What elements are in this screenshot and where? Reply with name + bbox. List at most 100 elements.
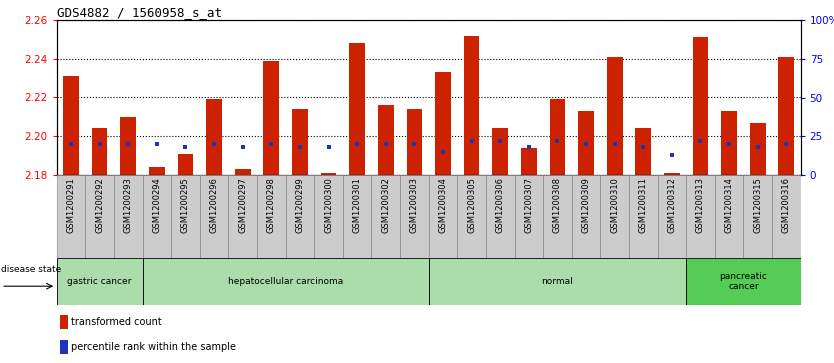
Bar [114, 175, 143, 258]
Point [694, 138, 707, 144]
Point [122, 141, 135, 147]
Bar [600, 175, 629, 258]
Text: GSM1200300: GSM1200300 [324, 178, 333, 233]
Bar [429, 258, 686, 305]
Bar [686, 258, 801, 305]
Text: GSM1200308: GSM1200308 [553, 178, 562, 233]
Text: GSM1200297: GSM1200297 [239, 178, 247, 233]
Bar [629, 175, 657, 258]
Bar [57, 258, 143, 305]
Bar [314, 175, 343, 258]
Point [178, 144, 192, 150]
Text: percentile rank within the sample: percentile rank within the sample [71, 342, 236, 352]
Bar [235, 169, 250, 175]
Bar [572, 175, 600, 258]
Bar [63, 76, 79, 175]
Bar [429, 175, 457, 258]
Text: normal: normal [541, 277, 573, 286]
Text: transformed count: transformed count [71, 317, 162, 327]
Point [666, 152, 679, 158]
Bar [435, 72, 451, 175]
Bar [550, 99, 565, 175]
Text: GSM1200294: GSM1200294 [153, 178, 161, 233]
Text: GSM1200310: GSM1200310 [610, 178, 619, 233]
Point [93, 141, 106, 147]
Bar [406, 109, 422, 175]
Bar [285, 175, 314, 258]
Text: GSM1200293: GSM1200293 [123, 178, 133, 233]
Text: GSM1200303: GSM1200303 [409, 178, 419, 233]
Bar [636, 129, 651, 175]
Text: hepatocellular carcinoma: hepatocellular carcinoma [228, 277, 344, 286]
Point [264, 141, 278, 147]
Bar [171, 175, 200, 258]
Text: GSM1200316: GSM1200316 [781, 178, 791, 233]
Text: GDS4882 / 1560958_s_at: GDS4882 / 1560958_s_at [57, 6, 222, 19]
Point [608, 141, 621, 147]
Point [150, 141, 163, 147]
Point [636, 144, 650, 150]
Point [465, 138, 478, 144]
Text: GSM1200298: GSM1200298 [267, 178, 276, 233]
Text: GSM1200314: GSM1200314 [725, 178, 734, 233]
Bar [743, 175, 772, 258]
Bar [721, 111, 737, 175]
Point [322, 144, 335, 150]
Point [722, 141, 736, 147]
Bar [578, 111, 594, 175]
Bar [692, 37, 708, 175]
Bar [486, 175, 515, 258]
Bar [492, 129, 508, 175]
Bar [349, 43, 365, 175]
Text: GSM1200299: GSM1200299 [295, 178, 304, 233]
Bar [85, 175, 114, 258]
Bar [521, 148, 537, 175]
Text: pancreatic
cancer: pancreatic cancer [720, 272, 767, 291]
Bar [778, 57, 794, 175]
Text: GSM1200313: GSM1200313 [696, 178, 705, 233]
Bar [607, 57, 622, 175]
Bar [343, 175, 371, 258]
Text: GSM1200301: GSM1200301 [353, 178, 362, 233]
Bar [60, 315, 68, 329]
Point [580, 141, 593, 147]
Text: GSM1200291: GSM1200291 [67, 178, 76, 233]
Bar [264, 61, 279, 175]
Bar [120, 117, 136, 175]
Bar [543, 175, 572, 258]
Bar [686, 175, 715, 258]
Bar [400, 175, 429, 258]
Bar [772, 175, 801, 258]
Bar [464, 36, 480, 175]
Bar [200, 175, 229, 258]
Point [350, 141, 364, 147]
Point [436, 149, 450, 155]
Point [494, 138, 507, 144]
Bar [178, 154, 193, 175]
Text: GSM1200312: GSM1200312 [667, 178, 676, 233]
Point [550, 138, 564, 144]
Point [379, 141, 393, 147]
Bar [457, 175, 486, 258]
Bar [149, 167, 165, 175]
Text: GSM1200296: GSM1200296 [209, 178, 219, 233]
Bar [750, 123, 766, 175]
Bar [515, 175, 543, 258]
Point [236, 144, 249, 150]
Bar [715, 175, 743, 258]
Bar [657, 175, 686, 258]
Text: GSM1200315: GSM1200315 [753, 178, 762, 233]
Text: GSM1200295: GSM1200295 [181, 178, 190, 233]
Text: GSM1200309: GSM1200309 [581, 178, 590, 233]
Bar [371, 175, 400, 258]
Bar [664, 173, 680, 175]
Bar [378, 105, 394, 175]
Point [64, 141, 78, 147]
Text: GSM1200305: GSM1200305 [467, 178, 476, 233]
Text: GSM1200307: GSM1200307 [525, 178, 533, 233]
Point [751, 144, 765, 150]
Point [780, 141, 793, 147]
Bar [92, 129, 108, 175]
Bar [257, 175, 285, 258]
Bar [292, 109, 308, 175]
